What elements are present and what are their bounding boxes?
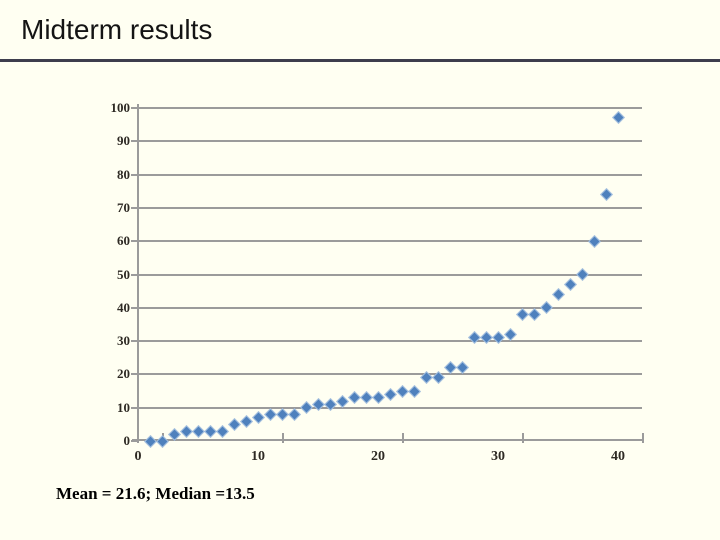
y-tick-mark: [131, 440, 138, 442]
data-point: [371, 391, 385, 405]
data-point: [359, 391, 373, 405]
data-point: [227, 417, 241, 431]
data-point: [323, 397, 337, 411]
slide-title: Midterm results: [21, 14, 213, 45]
y-gridline: [138, 306, 642, 309]
y-gridline: [138, 406, 642, 409]
y-axis-tick-label: 40: [117, 299, 130, 315]
data-point: [455, 361, 469, 375]
data-point: [527, 308, 541, 321]
data-point: [551, 288, 565, 301]
x-tick-mark: [642, 433, 644, 443]
data-point: [503, 328, 517, 341]
data-point: [275, 407, 289, 421]
y-axis-tick-label: 80: [117, 166, 130, 182]
y-tick-mark: [131, 240, 138, 243]
y-gridline: [138, 273, 642, 276]
y-axis-tick-label: 30: [117, 333, 130, 349]
data-point: [191, 424, 205, 438]
y-gridline: [138, 206, 642, 209]
y-tick-mark: [131, 107, 138, 109]
data-point: [215, 424, 229, 438]
y-gridline: [138, 140, 642, 143]
data-point: [335, 394, 349, 408]
y-gridline: [138, 173, 642, 176]
y-axis-tick-label: 0: [123, 433, 131, 448]
data-point: [143, 434, 157, 448]
data-point: [251, 411, 265, 425]
data-point: [287, 407, 301, 421]
y-tick-mark: [131, 206, 138, 209]
y-tick-mark: [131, 406, 138, 409]
data-point: [491, 331, 505, 345]
data-point: [587, 234, 601, 248]
data-point: [563, 278, 577, 291]
data-point: [575, 268, 589, 281]
y-gridline: [138, 107, 642, 109]
data-point: [599, 188, 613, 201]
data-point: [479, 331, 493, 345]
midterm-scatter-chart: 0 10 20 30 40 50 60 70 80 90 100 0 10 20 30 40: [0, 70, 720, 480]
data-point: [467, 331, 481, 345]
y-gridline: [138, 373, 642, 376]
x-tick-mark: [282, 433, 284, 443]
data-point: [239, 414, 253, 428]
y-axis-tick-label: 20: [117, 366, 130, 382]
y-tick-mark: [131, 273, 138, 276]
y-axis-tick-label: 50: [117, 266, 130, 282]
x-axis-tick-label: 30: [491, 449, 505, 464]
y-axis-tick-label: 90: [117, 133, 130, 149]
data-point: [383, 388, 397, 401]
data-point: [443, 361, 457, 375]
x-tick-mark: [522, 433, 524, 443]
data-point: [395, 384, 409, 398]
y-gridline: [138, 240, 642, 243]
data-point: [311, 397, 325, 411]
plot-area: 0 10 20 30 40 50 60 70 80 90 100 0 10 20 30 40: [111, 100, 644, 464]
data-point: [263, 407, 277, 421]
y-tick-mark: [131, 373, 138, 376]
data-point: [407, 384, 421, 398]
x-axis-line: [132, 439, 643, 441]
x-axis-tick-label: 10: [251, 449, 265, 464]
x-axis-tick-label: 20: [371, 449, 385, 464]
data-point: [203, 424, 217, 438]
x-axis-tick-label: 0: [134, 449, 142, 464]
y-axis-tick-label: 60: [117, 233, 130, 249]
y-tick-mark: [131, 140, 138, 143]
x-axis-tick-label: 40: [611, 449, 625, 464]
data-point: [611, 111, 625, 125]
y-axis-tick-label: 100: [110, 100, 131, 115]
data-point: [515, 308, 529, 321]
y-tick-mark: [131, 306, 138, 309]
stats-caption: Mean = 21.6; Median =13.5: [56, 484, 255, 503]
x-tick-mark: [402, 433, 404, 443]
y-tick-mark: [131, 173, 138, 176]
data-point: [299, 401, 313, 415]
data-point: [539, 301, 553, 315]
data-point: [179, 424, 193, 438]
y-axis-line: [137, 104, 139, 443]
y-axis-tick-label: 70: [117, 199, 130, 215]
y-tick-mark: [131, 340, 138, 343]
data-point: [155, 434, 169, 448]
y-gridline: [138, 340, 642, 343]
data-point: [347, 391, 361, 405]
title-underline: [0, 59, 720, 62]
y-axis-tick-label: 10: [117, 399, 130, 415]
